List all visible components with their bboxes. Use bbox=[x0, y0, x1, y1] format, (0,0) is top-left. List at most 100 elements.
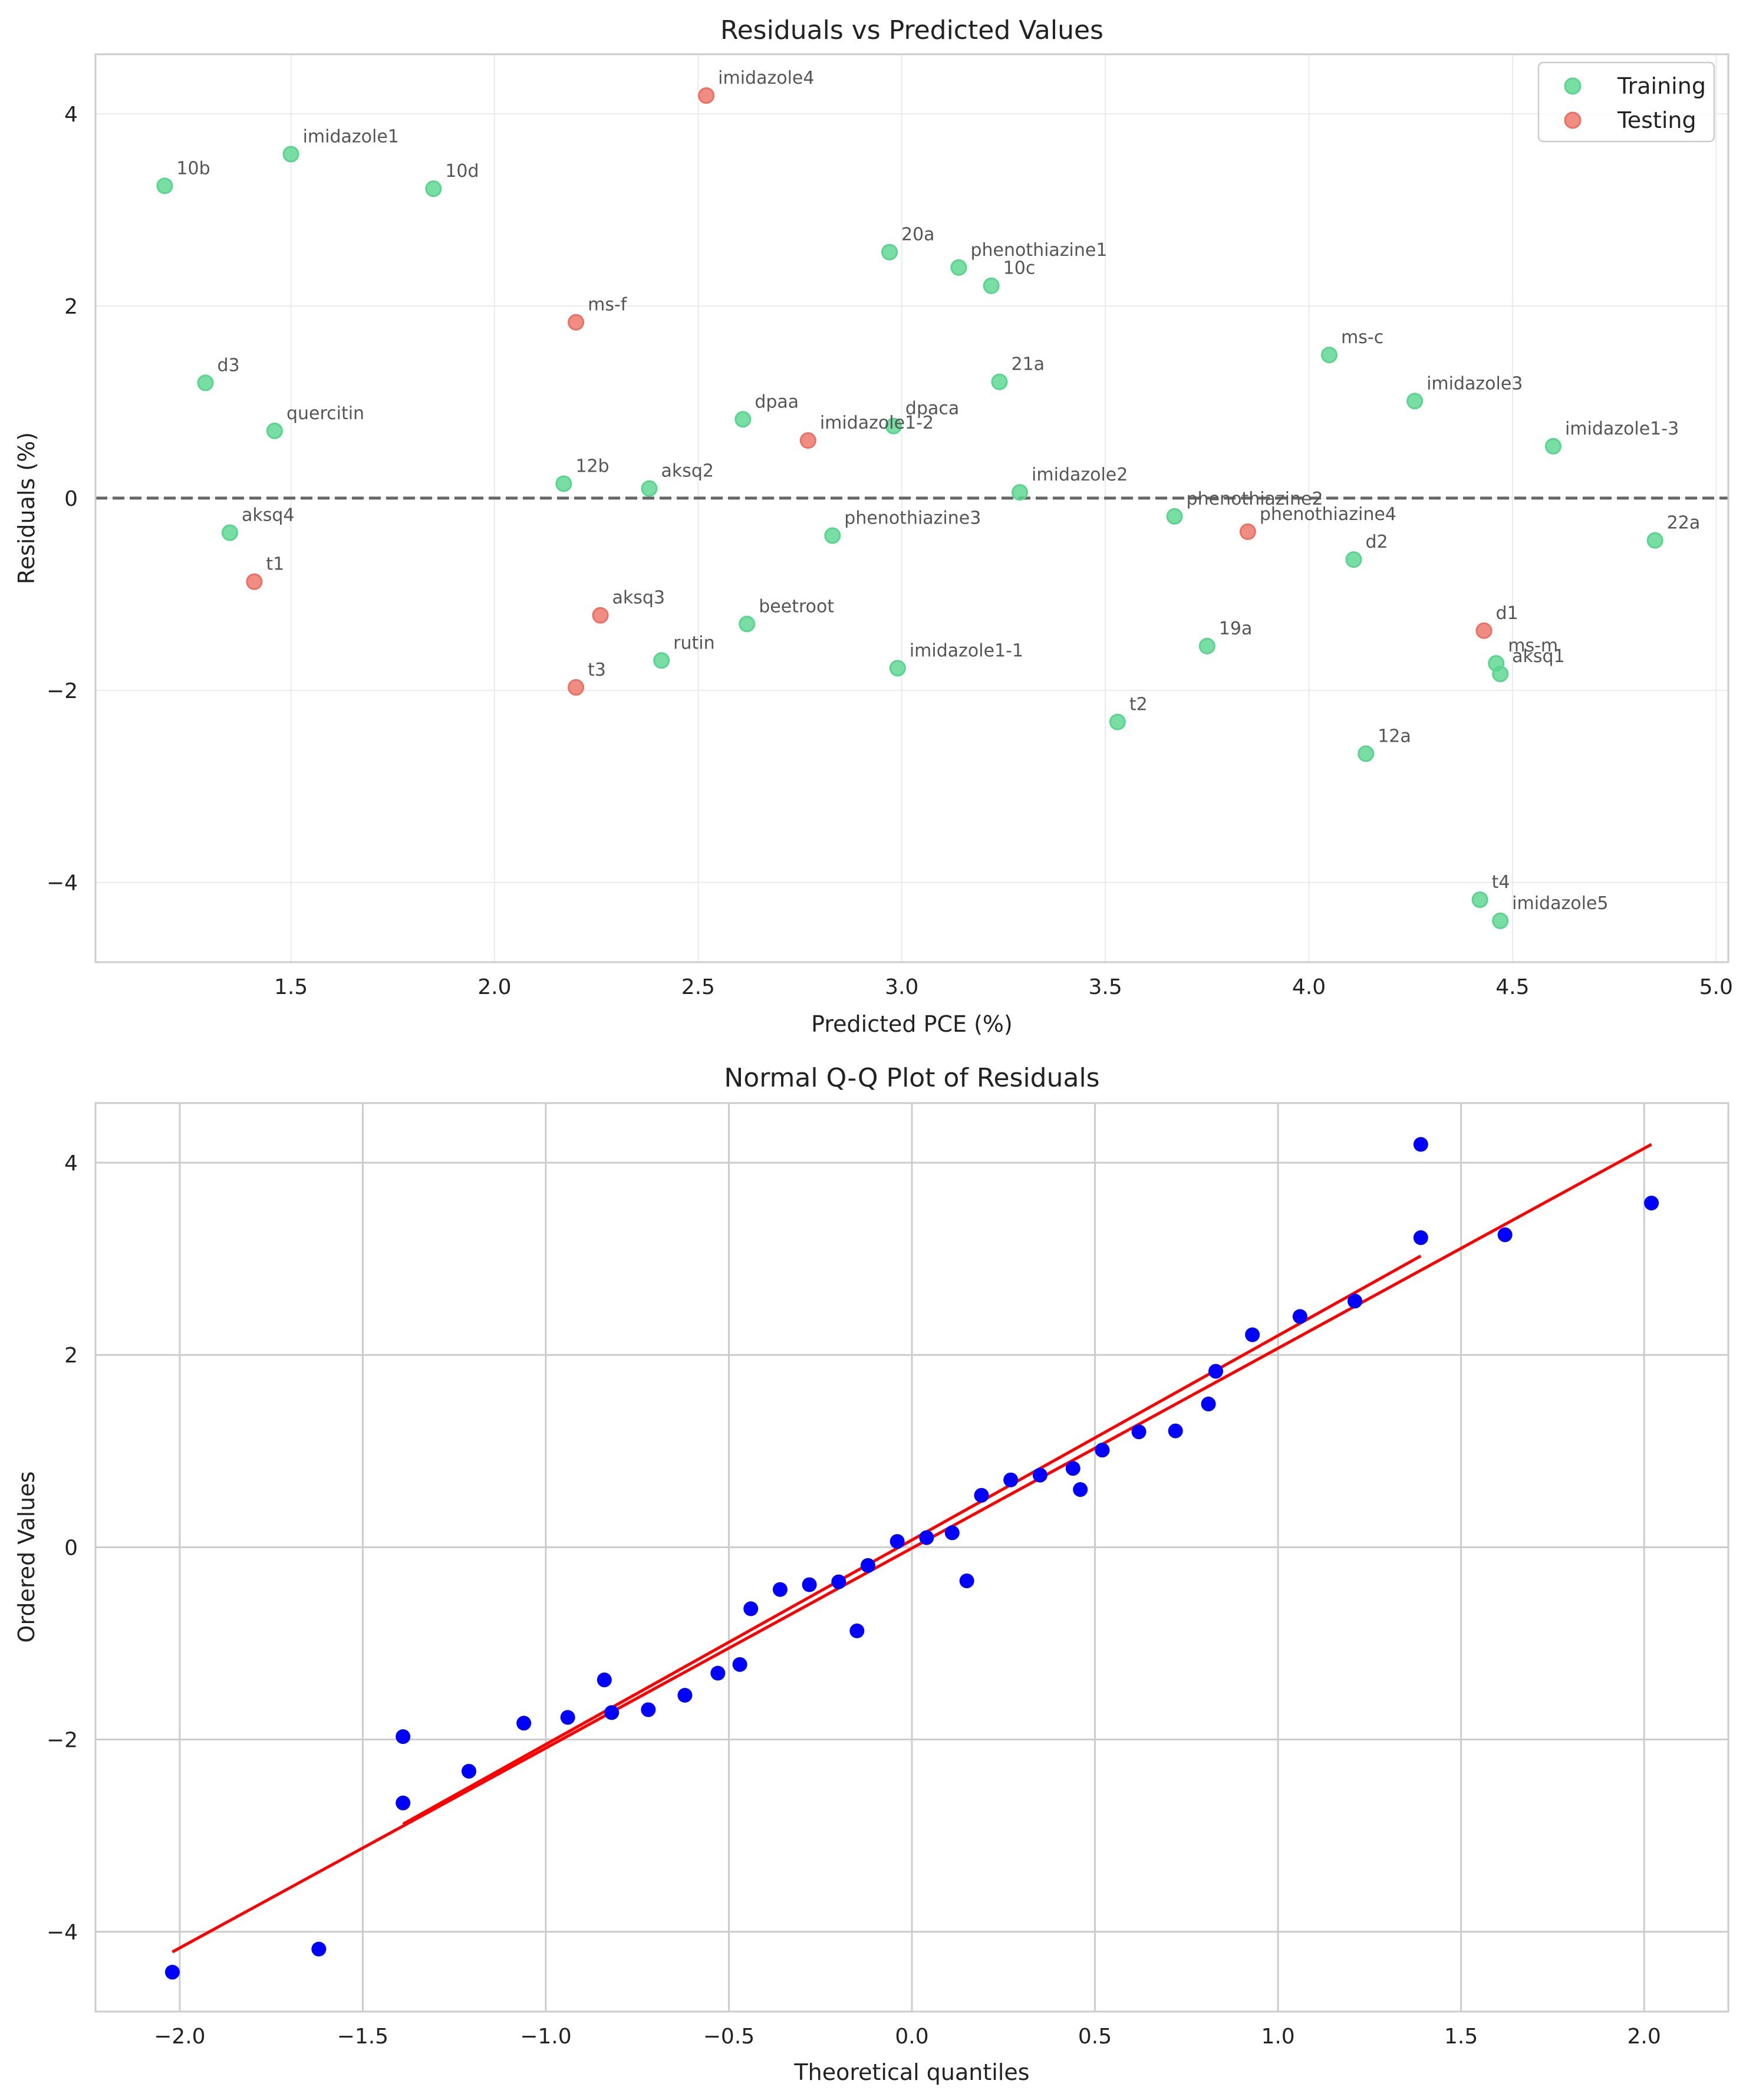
point-training-imidazole5 bbox=[1492, 912, 1509, 929]
point-label-imidazole3: imidazole3 bbox=[1427, 373, 1523, 394]
fit-line bbox=[402, 1255, 1422, 1826]
point-training-imidazole1-3 bbox=[1544, 437, 1561, 455]
x-tick-label: −0.5 bbox=[703, 2025, 755, 2049]
point-label-aksq2: aksq2 bbox=[661, 461, 714, 482]
chart-title: Normal Q-Q Plot of Residuals bbox=[724, 1063, 1099, 1093]
y-tick-label: 4 bbox=[64, 103, 78, 127]
y-axis-label: Residuals (%) bbox=[14, 432, 39, 584]
point-label-dpaca: dpaca bbox=[905, 399, 959, 419]
point-label-ms-c: ms-c bbox=[1341, 327, 1383, 348]
point-label-aksq1: aksq1 bbox=[1512, 646, 1565, 667]
point-testing-phenothiazine4 bbox=[1239, 523, 1256, 540]
point-label-22a: 22a bbox=[1667, 513, 1701, 534]
qq-point bbox=[311, 1941, 327, 1957]
qq-point bbox=[849, 1623, 865, 1638]
qq-point bbox=[1032, 1467, 1047, 1483]
point-label-d3: d3 bbox=[218, 355, 240, 376]
data-points bbox=[156, 87, 1663, 929]
point-label-t1: t1 bbox=[266, 554, 284, 575]
x-tick-label: 4.0 bbox=[1292, 975, 1326, 999]
y-tick-label: 0 bbox=[64, 1536, 78, 1560]
qq-point bbox=[516, 1716, 532, 1731]
qq-point bbox=[743, 1601, 759, 1617]
qq-point bbox=[1131, 1424, 1147, 1440]
qq-point bbox=[1073, 1482, 1088, 1497]
qq-point bbox=[560, 1710, 575, 1725]
point-label-imidazole5: imidazole5 bbox=[1512, 893, 1608, 914]
x-tick-labels: 1.5 2.0 2.5 3.0 3.5 4.0 4.5 5.0 bbox=[274, 975, 1733, 999]
point-label-imidazole2: imidazole2 bbox=[1032, 465, 1128, 485]
residuals-vs-predicted-chart: Residuals vs Predicted Values 10b imidazo… bbox=[14, 15, 1733, 1037]
point-training-imidazole1-1 bbox=[889, 660, 906, 677]
qq-point bbox=[1065, 1461, 1080, 1476]
point-label-imidazole1-3: imidazole1-3 bbox=[1565, 419, 1679, 439]
point-label-phenothiazine4: phenothiazine4 bbox=[1260, 504, 1396, 525]
point-training-10c bbox=[983, 277, 1000, 294]
x-tick-label: −1.5 bbox=[337, 2025, 388, 2049]
point-training-dpaca bbox=[885, 417, 902, 435]
x-tick-label: 3.5 bbox=[1088, 975, 1122, 999]
qq-point bbox=[944, 1525, 960, 1541]
qq-point bbox=[1413, 1137, 1428, 1152]
point-label-aksq3: aksq3 bbox=[612, 588, 666, 608]
qq-point bbox=[677, 1688, 693, 1703]
point-testing-imidazole4 bbox=[698, 87, 715, 104]
x-tick-label: 1.5 bbox=[1444, 2025, 1478, 2049]
point-label-quercitin: quercitin bbox=[286, 403, 364, 424]
qq-point bbox=[461, 1763, 476, 1779]
point-training-phenothiazine1 bbox=[950, 259, 967, 276]
x-axis-label: Predicted PCE (%) bbox=[811, 1011, 1013, 1037]
x-tick-labels: −2.0 −1.5 −1.0 −0.5 0.0 0.5 1.0 1.5 2.0 bbox=[154, 2025, 1661, 2049]
point-label-phenothiazine3: phenothiazine3 bbox=[844, 508, 981, 528]
point-training-10b bbox=[156, 177, 173, 195]
x-tick-label: 0.5 bbox=[1078, 2025, 1112, 2049]
y-tick-label: 0 bbox=[64, 487, 78, 511]
point-training-t4 bbox=[1471, 891, 1488, 909]
x-tick-label: 4.5 bbox=[1495, 975, 1529, 999]
point-label-d1: d1 bbox=[1496, 603, 1518, 624]
point-label-imidazole4: imidazole4 bbox=[718, 68, 814, 88]
point-label-rutin: rutin bbox=[673, 633, 714, 653]
fit-lines bbox=[172, 1143, 1652, 1954]
point-training-imidazole2 bbox=[1012, 484, 1029, 501]
point-training-12a bbox=[1358, 745, 1375, 762]
axes-frame bbox=[94, 53, 1729, 963]
point-training-phenothiazine3 bbox=[824, 527, 841, 544]
qq-point bbox=[641, 1702, 656, 1717]
legend-label-training: Training bbox=[1617, 73, 1706, 99]
point-label-phenothiazine2: phenothiazine2 bbox=[1187, 489, 1323, 509]
point-label-ms-f: ms-f bbox=[588, 295, 628, 315]
qq-point bbox=[1497, 1227, 1513, 1242]
legend-marker-testing bbox=[1564, 111, 1582, 129]
point-training-19a bbox=[1198, 637, 1215, 654]
x-tick-label: 3.0 bbox=[885, 975, 918, 999]
point-label-10b: 10b bbox=[176, 158, 210, 179]
point-training-beetroot bbox=[739, 615, 756, 633]
qq-point bbox=[959, 1573, 974, 1588]
qq-point bbox=[974, 1487, 989, 1503]
point-label-imidazole1: imidazole1 bbox=[303, 126, 399, 147]
qq-point bbox=[1413, 1230, 1428, 1245]
point-training-imidazole1 bbox=[282, 146, 299, 163]
qq-point bbox=[1292, 1309, 1307, 1324]
qq-point bbox=[604, 1705, 620, 1720]
point-training-imidazole3 bbox=[1406, 393, 1424, 410]
qq-point bbox=[1003, 1472, 1019, 1487]
x-tick-label: 2.5 bbox=[681, 975, 715, 999]
point-label-t3: t3 bbox=[588, 660, 606, 680]
y-tick-label: −2 bbox=[47, 1729, 78, 1753]
y-tick-label: −4 bbox=[47, 871, 78, 896]
legend-marker-training bbox=[1564, 77, 1582, 95]
legend: Training Testing bbox=[1537, 61, 1715, 143]
qq-plot-chart: Normal Q-Q Plot of Residuals −2.0 −1.5 −1.… bbox=[14, 1063, 1729, 2085]
legend-box bbox=[1537, 61, 1715, 143]
point-label-t2: t2 bbox=[1129, 694, 1148, 715]
x-tick-label: 5.0 bbox=[1699, 975, 1733, 999]
y-tick-label: 2 bbox=[64, 295, 78, 319]
point-label-imidazole1-1: imidazole1-1 bbox=[910, 640, 1023, 661]
qq-point bbox=[802, 1577, 817, 1592]
axes-frame bbox=[94, 1102, 1729, 2013]
